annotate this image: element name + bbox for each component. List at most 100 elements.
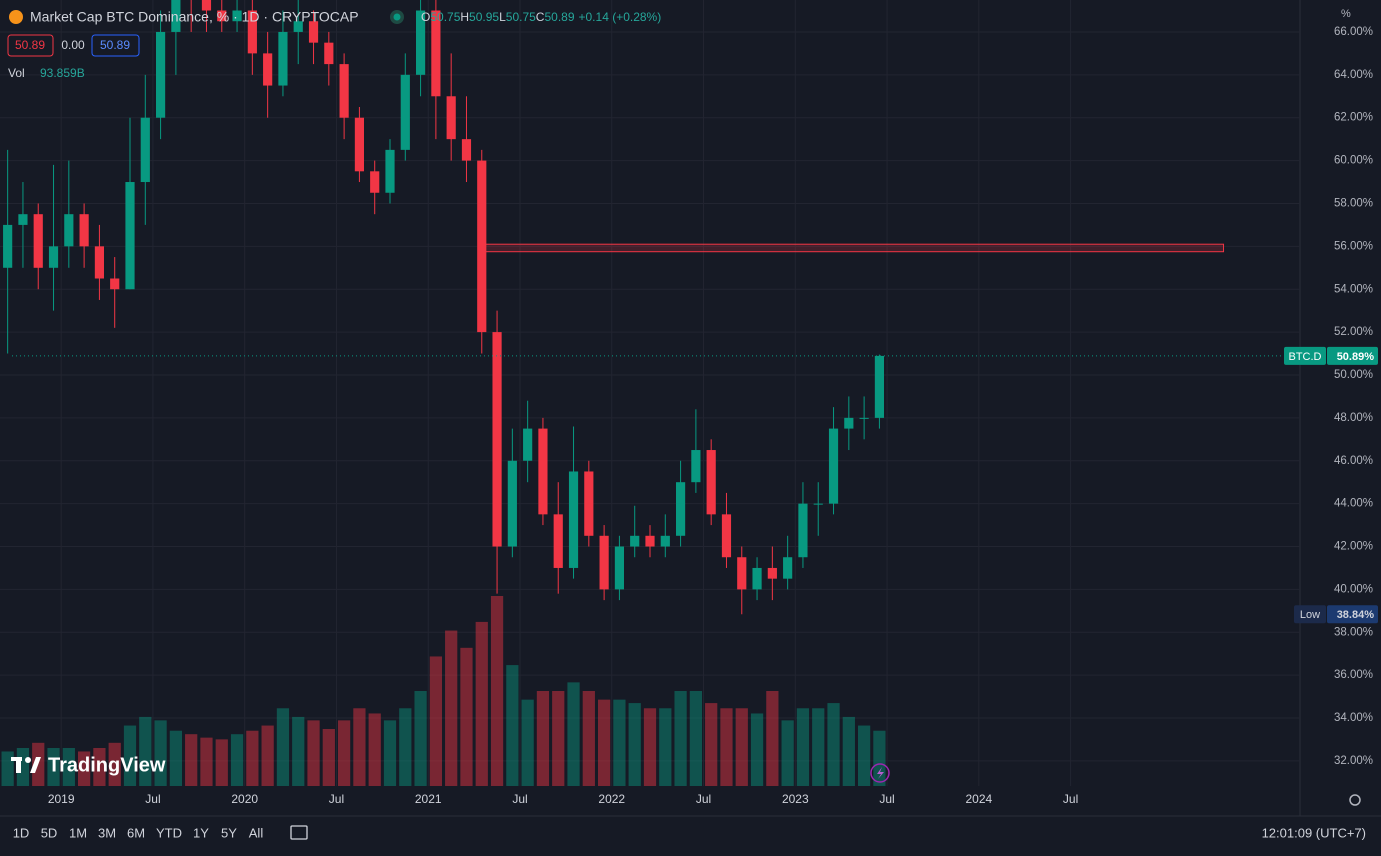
resistance-zone [481,243,1225,253]
sell-price[interactable]: 50.89 [15,38,45,52]
logo-mark [16,757,21,773]
range-button[interactable]: All [249,825,264,840]
range-button[interactable]: 1M [69,825,87,840]
volume-bar [62,748,75,786]
candle-body [354,117,364,172]
candle-body [477,160,487,333]
volume-bar [78,751,91,786]
candle-body [293,21,303,32]
ohlc: O50.75H50.95L50.75C50.89 +0.14 (+0.28%) [421,10,661,24]
candle-body [3,224,13,268]
volume-bar [93,748,106,786]
y-tick-label: 56.00% [1334,240,1373,252]
candle-body [416,10,426,75]
low-tag-name: Low [1300,609,1320,621]
logo-mark [30,757,41,773]
volume-bar [123,725,137,786]
candle-body [400,74,410,150]
y-tick-label: 42.00% [1334,541,1373,553]
volume-bar [858,725,871,786]
ohlc-label: C [536,10,545,24]
candle-body [584,471,594,536]
range-button[interactable]: 6M [127,825,145,840]
range-button[interactable]: 3M [98,825,116,840]
ohlc-value: 50.75 [506,10,536,24]
range-button[interactable]: YTD [156,825,182,840]
volume-bar [582,691,595,786]
ohlc-label: H [460,10,469,24]
candle-body [737,557,747,590]
low-tag-value: 38.84% [1337,609,1375,621]
y-tick-label: 36.00% [1334,669,1373,681]
range-button[interactable]: 1Y [193,825,209,840]
candle-body [48,246,59,268]
candle-body [324,42,334,65]
ohlc-value: 50.89 [544,10,574,24]
candle-body [125,182,135,290]
volume-bar [873,730,886,786]
candle-body [676,482,686,536]
volume-bar [307,720,320,786]
spread: 0.00 [61,38,85,52]
volume-bar [659,708,672,786]
volume-bar [506,665,519,786]
ohlc-value: 50.95 [469,10,499,24]
candle-body [201,0,212,11]
candle-body [844,417,854,429]
date-range-icon[interactable] [290,825,308,840]
candle-body [247,10,257,54]
range-button[interactable]: 5D [41,825,58,840]
buy-box[interactable] [91,34,140,57]
candle-body [507,460,517,547]
candle-body [645,535,655,547]
candle-body [874,355,884,418]
volume-bar [536,691,550,786]
events-icon[interactable] [870,763,890,783]
logo: TradingView [11,754,166,776]
settings-icon[interactable] [1349,794,1361,806]
volume-bar [414,691,427,786]
x-tick-label: 2023 [782,792,809,806]
watermark: TradingView [48,754,166,776]
volume-bar [353,708,366,786]
candle-body [385,149,395,193]
candle-body [691,450,701,483]
candle-body [431,10,441,97]
candle-body [308,21,319,43]
range-button[interactable]: 5Y [221,825,237,840]
x-tick-label: Jul [329,792,344,806]
candle-body [110,278,120,290]
candle-body [767,567,777,579]
y-tick-label: 46.00% [1334,455,1373,467]
volume-bar [261,725,274,786]
price-tag-bg [1284,346,1326,365]
candle-body [783,557,793,579]
x-tick-label: 2021 [415,792,442,806]
candle-body [232,10,242,22]
candle-body [461,139,472,161]
grid [0,0,1300,786]
volume-bar [246,730,259,786]
candle-body [538,428,548,515]
y-tick-label: 54.00% [1334,283,1373,295]
x-tick-label: Jul [145,792,160,806]
candle-body [492,332,502,547]
candle-body [217,10,227,22]
volume-bar [628,703,641,786]
volume-bar [460,647,473,786]
vol-value: 93.859B [40,66,85,80]
volume-bar [139,716,152,786]
volume-bar [674,691,687,786]
volume-bar [750,713,764,786]
volume-bar [521,699,534,786]
volume-bar [643,708,657,786]
buy-price[interactable]: 50.89 [100,38,130,52]
sell-box[interactable] [7,34,54,57]
clock[interactable]: 12:01:09 (UTC+7) [1262,825,1366,840]
x-tick-label: 2019 [48,792,75,806]
volume-bar [429,656,442,786]
time-axis-bg [0,786,1381,816]
range-button[interactable]: 1D [13,825,30,840]
volume-bar [827,703,840,786]
